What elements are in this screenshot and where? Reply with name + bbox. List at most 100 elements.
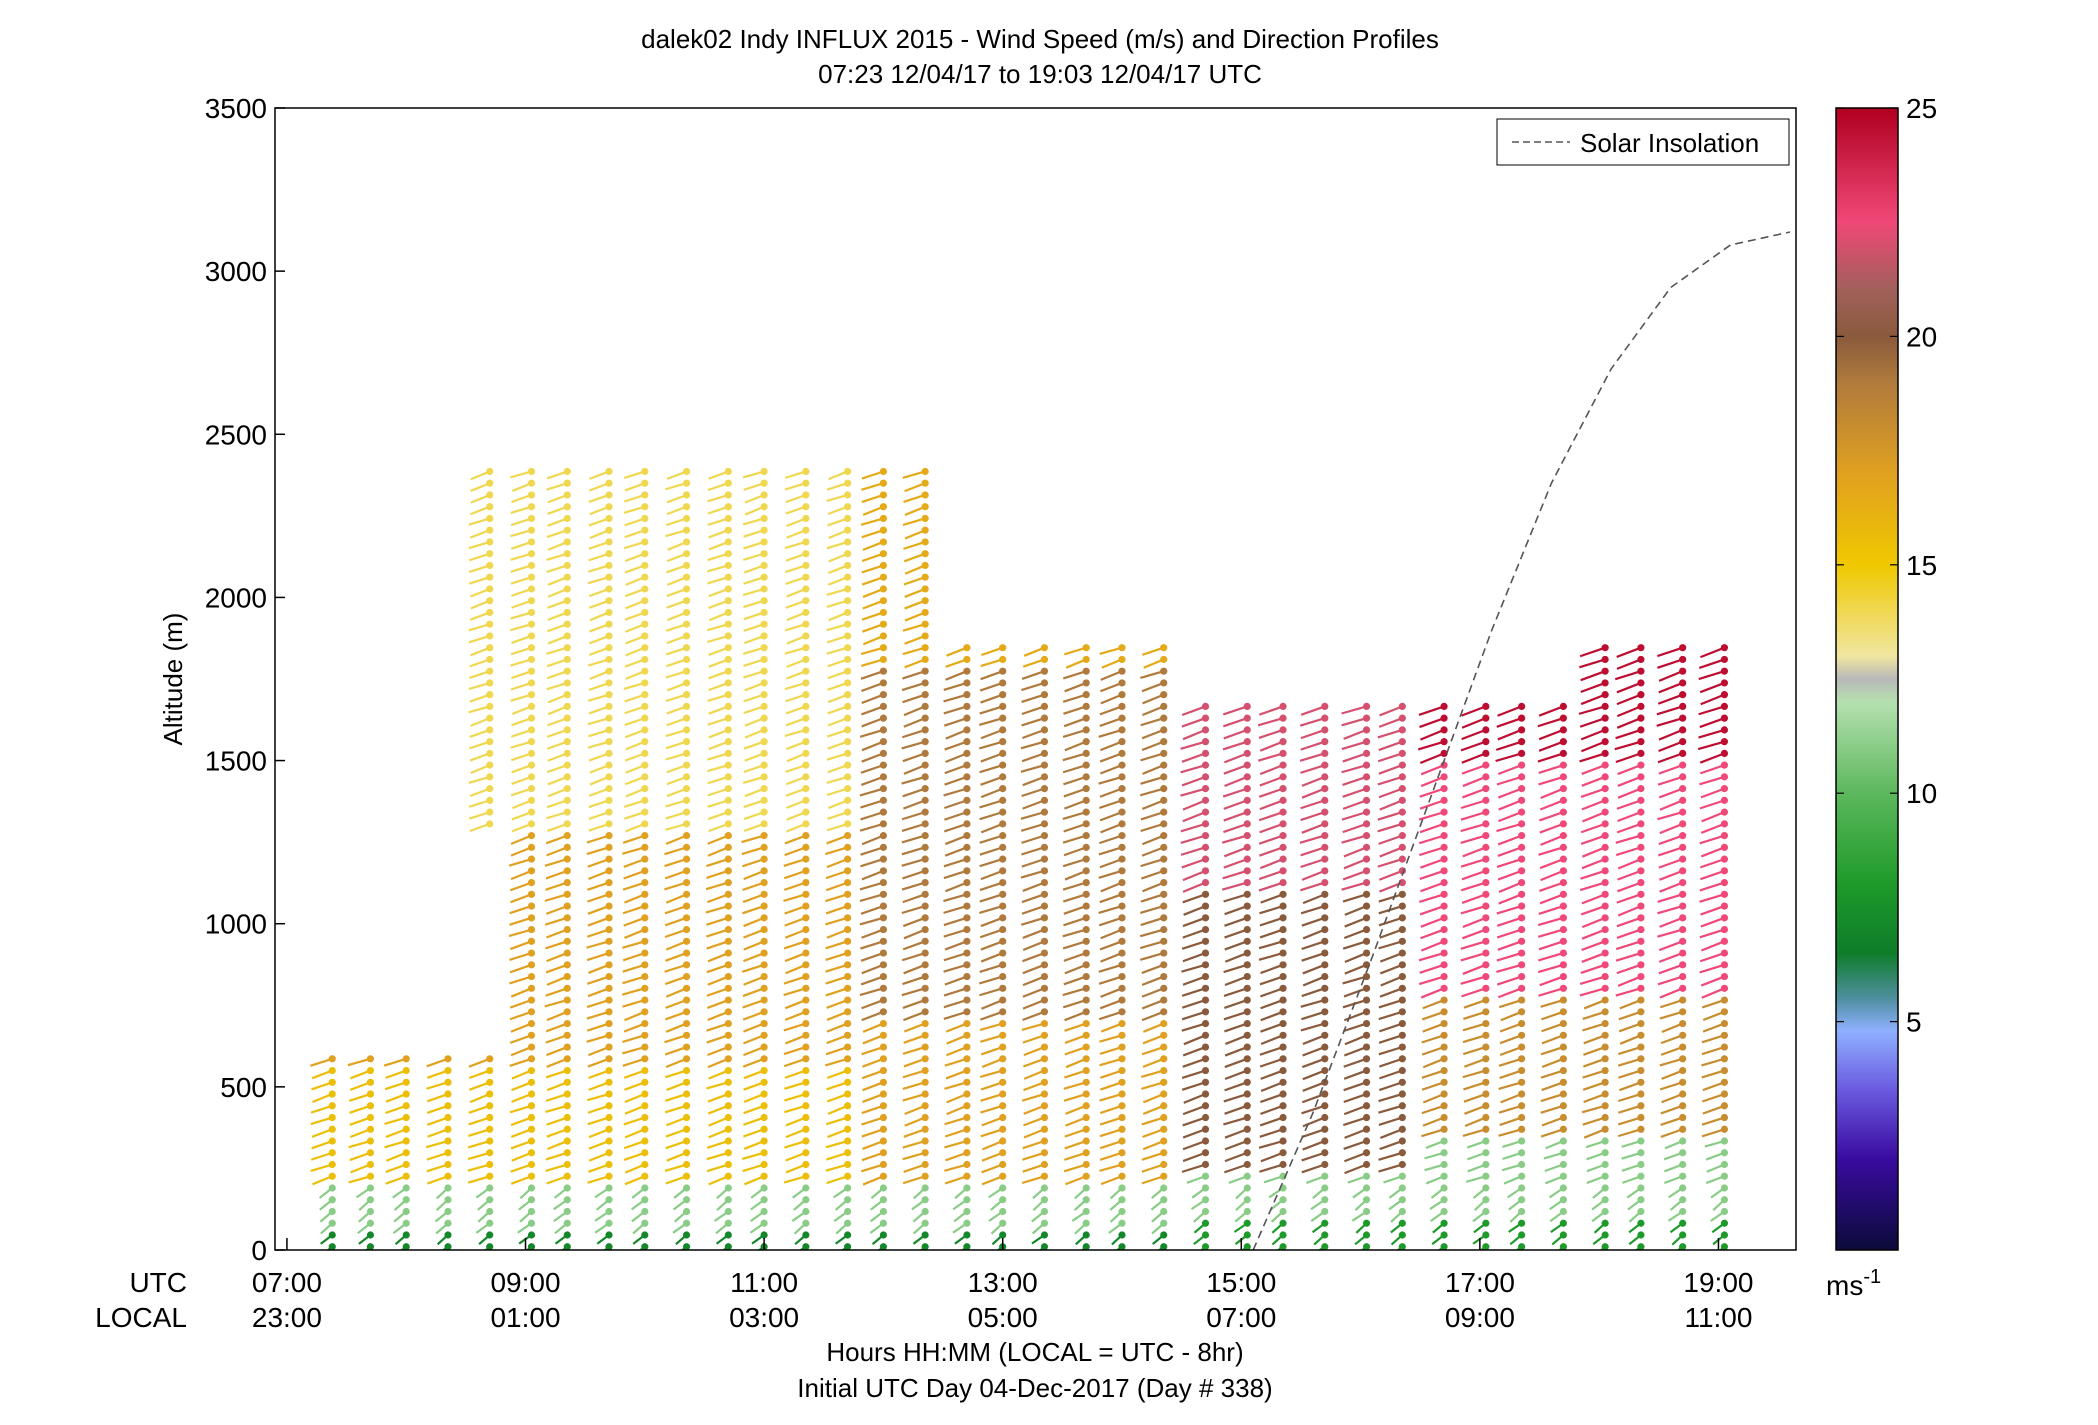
wind-barb (1619, 1081, 1642, 1092)
wind-barb (1301, 1057, 1326, 1069)
wind-barb-dot (760, 585, 768, 593)
wind-barb (1701, 811, 1725, 823)
wind-barb-dot (641, 479, 649, 487)
wind-barb (1581, 1104, 1606, 1114)
wind-barb-dot (760, 714, 768, 722)
wind-barb (862, 1093, 884, 1103)
wind-barb-dot (963, 1031, 971, 1039)
wind-barb-dot (1518, 1031, 1526, 1039)
wind-barb (1259, 858, 1284, 870)
wind-barb (510, 834, 532, 845)
wind-barb (1378, 893, 1403, 903)
wind-barb (1022, 940, 1045, 951)
wind-barb-dot (1559, 1019, 1567, 1028)
wind-barb (1223, 822, 1248, 834)
wind-barb-dot (802, 538, 810, 546)
wind-barb-dot (1362, 1090, 1371, 1098)
wind-barb-dot (921, 1160, 929, 1169)
wind-barb-dot (1559, 961, 1567, 969)
wind-barb-dot (1440, 1184, 1448, 1192)
wind-barb (1258, 705, 1284, 716)
wind-barb-dot (641, 538, 649, 546)
wind-barb (1260, 987, 1284, 998)
wind-barb-dot (1160, 1113, 1168, 1122)
wind-barb (859, 893, 884, 903)
wind-barb-dot (1362, 1019, 1371, 1028)
wind-barb-dot (1243, 1219, 1251, 1227)
wind-barb-dot (1440, 702, 1448, 711)
wind-barb-dot (921, 1078, 929, 1086)
wind-barb-dot (999, 1219, 1007, 1227)
wind-barb-dot (641, 679, 649, 687)
wind-barb-dot (444, 1196, 452, 1204)
wind-barb-dot (1637, 1031, 1645, 1039)
wind-barb-dot (802, 1184, 810, 1192)
wind-barb-dot (844, 855, 852, 863)
wind-barb-dot (1279, 832, 1287, 840)
wind-barb (1377, 811, 1403, 821)
wind-barb (1100, 1022, 1123, 1033)
wind-barb-dot (1040, 1031, 1049, 1039)
wind-barb (1182, 1057, 1206, 1068)
wind-barb (943, 987, 968, 997)
wind-barb-dot (724, 573, 732, 581)
wind-barb (1583, 1046, 1606, 1056)
wind-barb-dot (1398, 1066, 1406, 1075)
wind-barb-dot (563, 526, 571, 534)
wind-barb (1657, 752, 1684, 764)
wind-barb-dot (1243, 914, 1251, 922)
wind-barb-dot (1243, 726, 1251, 734)
wind-barb-dot (682, 1125, 691, 1133)
wind-barb (1098, 846, 1123, 856)
wind-barb (586, 846, 610, 856)
wind-barb-dot (1243, 1160, 1251, 1169)
wind-barb-dot (1160, 773, 1168, 781)
wind-barb (1582, 1022, 1606, 1032)
wind-barb-dot (1279, 1219, 1287, 1227)
wind-barb (1421, 1081, 1445, 1091)
wind-barb-dot (1201, 1243, 1210, 1250)
wind-barb-dot (1518, 1207, 1526, 1216)
wind-barb (1378, 869, 1403, 881)
wind-barb-dot (1637, 655, 1645, 664)
wind-barb (1342, 1116, 1367, 1127)
wind-barb-dot (1201, 867, 1210, 875)
wind-barb (1419, 752, 1445, 765)
wind-barb-dot (844, 597, 852, 605)
wind-barb (825, 846, 848, 856)
wind-barb-dot (724, 702, 732, 711)
wind-barb-dot (963, 655, 971, 664)
wind-barb-dot (444, 1207, 452, 1216)
wind-barb-dot (682, 972, 691, 981)
wind-barb (1659, 1010, 1683, 1020)
wind-barb (1141, 1010, 1165, 1022)
wind-barb-dot (682, 1207, 691, 1216)
wind-barb-dot (1440, 738, 1448, 746)
wind-barb-dot (605, 1149, 613, 1157)
wind-barb-dot (366, 1113, 375, 1122)
wind-barb-dot (1040, 1125, 1049, 1133)
wind-barb-dot (486, 467, 494, 476)
wind-barb-dot (724, 1090, 732, 1098)
wind-barb (1538, 705, 1564, 717)
wind-barb-dot (641, 585, 649, 593)
wind-barb-dot (1518, 925, 1526, 934)
wind-barb-dot (1601, 667, 1609, 675)
wind-barb-dot (1040, 1019, 1049, 1028)
wind-barb (1098, 1010, 1123, 1021)
wind-barb-dot (921, 996, 929, 1004)
wind-barb (1699, 893, 1725, 903)
wind-barb (384, 1139, 407, 1149)
wind-barb (1540, 1092, 1564, 1103)
wind-barb-dot (1040, 1219, 1049, 1227)
wind-barb-dot (1118, 644, 1126, 652)
wind-barb-dot (1601, 773, 1609, 781)
wind-barb (1182, 1128, 1206, 1139)
wind-barb (1022, 775, 1045, 787)
wind-barb (783, 893, 807, 902)
wind-barb-dot (366, 1102, 375, 1110)
wind-barb-dot (760, 1219, 768, 1227)
wind-barb-dot (641, 1102, 649, 1110)
wind-barb-dot (1518, 1113, 1526, 1122)
wind-barb (588, 1069, 610, 1080)
